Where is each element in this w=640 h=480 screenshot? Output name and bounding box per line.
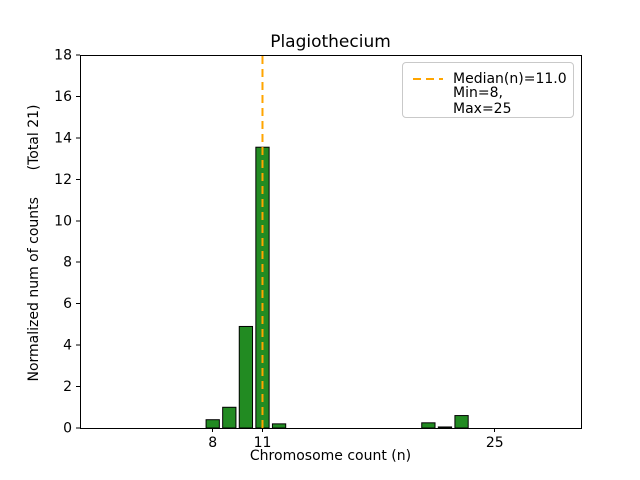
bar xyxy=(222,406,237,429)
x-tick-label: 25 xyxy=(486,435,504,451)
bar xyxy=(238,325,254,429)
legend-label-minmax: Min=8, Max=25 xyxy=(453,85,512,117)
legend: Median(n)=11.0 Min=8, Max=25 xyxy=(402,62,574,118)
bar xyxy=(454,415,469,429)
y-tick-label: 0 xyxy=(63,421,72,437)
y-tick-label: 2 xyxy=(63,379,72,395)
y-tick-label: 18 xyxy=(54,48,72,64)
bar xyxy=(421,422,436,429)
axes-spines xyxy=(80,55,582,429)
y-tick-label: 8 xyxy=(63,255,72,271)
y-tick-label: 16 xyxy=(54,89,72,105)
y-tick-label: 14 xyxy=(54,130,72,146)
x-axis-label: Chromosome count (n) xyxy=(249,448,412,464)
bar xyxy=(437,426,453,429)
y-tick-label: 4 xyxy=(63,338,72,354)
legend-label-median: Median(n)=11.0 xyxy=(453,71,567,87)
chart-title: Plagiothecium xyxy=(270,32,391,52)
x-tick-label: 11 xyxy=(254,435,272,451)
y-tick-label: 6 xyxy=(63,296,72,312)
dashed-line-icon xyxy=(413,78,443,80)
x-tick-label: 8 xyxy=(208,435,217,451)
y-axis-label: Normalized num of counts (Total 21) xyxy=(26,104,42,382)
legend-entry-median: Median(n)=11.0 xyxy=(412,68,567,90)
bar xyxy=(271,423,287,429)
y-tick-label: 10 xyxy=(54,213,72,229)
bar xyxy=(205,419,220,429)
legend-entry-minmax: Min=8, Max=25 xyxy=(412,85,564,117)
y-tick-label: 12 xyxy=(54,172,72,188)
